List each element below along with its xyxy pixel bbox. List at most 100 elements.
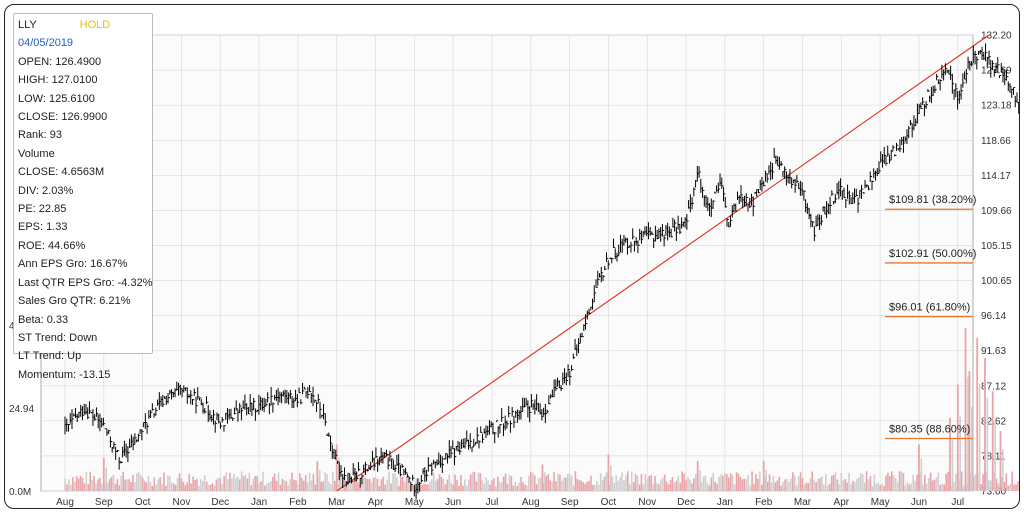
volume-bar (396, 477, 398, 491)
info-stat-line: PE: 22.85 (18, 203, 67, 216)
month-tick-label: Dec (677, 497, 695, 508)
volume-spike-bar (976, 337, 979, 491)
volume-bar (731, 475, 734, 491)
volume-bar (99, 477, 101, 491)
volume-bar (242, 476, 245, 491)
volume-bar (137, 472, 140, 491)
volume-spike-bar (984, 357, 986, 491)
volume-bar (262, 471, 264, 491)
volume-bar (654, 475, 656, 491)
volume-bar (79, 475, 82, 491)
volume-bar (392, 473, 394, 491)
volume-bar (514, 481, 517, 491)
volume-bar (234, 477, 237, 491)
volume-bar (130, 482, 132, 491)
price-tick-label: 118.66 (981, 136, 1011, 147)
volume-bar (751, 471, 753, 491)
volume-bar (656, 482, 658, 491)
volume-bar (114, 483, 117, 491)
fib-level-label: $96.01 (61.80%) (889, 302, 970, 314)
volume-bar (473, 472, 476, 491)
volume-bar (955, 473, 957, 491)
volume-bar (902, 473, 905, 491)
volume-bar (663, 474, 666, 491)
volume-bar (302, 480, 305, 491)
month-tick-label: Apr (834, 497, 850, 508)
volume-bar (702, 476, 705, 491)
trend-line (336, 34, 990, 492)
volume-bar (650, 475, 652, 491)
volume-bar (324, 472, 326, 491)
volume-bar (75, 476, 78, 491)
volume-bar (854, 482, 856, 491)
ticker-symbol: LLY (18, 19, 37, 31)
volume-bar (792, 472, 794, 491)
volume-bar (555, 481, 557, 491)
volume-bar (856, 478, 858, 491)
volume-bar (790, 478, 792, 491)
volume-bar (81, 477, 84, 491)
volume-bar (196, 478, 198, 491)
volume-bar (151, 485, 154, 491)
volume-bar (403, 481, 406, 491)
month-tick-label: May (405, 497, 424, 508)
info-stat-line: ROE: 44.66% (18, 239, 86, 252)
volume-bar (685, 479, 687, 491)
volume-bar (891, 471, 893, 491)
volume-bar (826, 485, 829, 491)
volume-bar (431, 479, 433, 491)
volume-bar (134, 481, 136, 491)
volume-bar (881, 483, 883, 491)
volume-bar (444, 484, 447, 491)
volume-bar (310, 480, 313, 491)
volume-bar (136, 473, 138, 491)
volume-bar (933, 479, 936, 491)
volume-bar (588, 480, 590, 491)
volume-bar (867, 479, 870, 491)
volume-bar (929, 472, 932, 491)
volume-bar (747, 475, 749, 491)
volume-bar (504, 473, 507, 491)
volume-bar (1017, 481, 1019, 491)
volume-bar (464, 479, 466, 491)
volume-bar (77, 478, 80, 491)
volume-bar (745, 478, 748, 491)
volume-bar (718, 476, 720, 491)
volume-bar (995, 478, 998, 491)
volume-bar (889, 476, 891, 491)
volume-bar (264, 485, 266, 491)
volume-bar (405, 477, 408, 491)
volume-bar (143, 481, 146, 491)
volume-bar (388, 471, 390, 491)
volume-bar (879, 484, 881, 491)
volume-bar (830, 475, 833, 491)
volume-spike-bar (968, 371, 971, 491)
volume-bar (508, 474, 511, 491)
volume-bar (694, 474, 697, 491)
volume-bar (440, 476, 443, 491)
volume-bar (811, 471, 814, 491)
info-stat-line: LT Trend: Up (18, 350, 82, 363)
volume-bar (353, 479, 355, 491)
info-stat-line: Rank: 93 (18, 129, 63, 142)
volume-bar (640, 474, 643, 491)
info-stats: OPEN: 126.4900 HIGH: 127.0100 LOW: 125.610… (18, 53, 153, 384)
volume-spike-bar (105, 467, 108, 491)
volume-bar (458, 486, 460, 491)
volume-bar (83, 483, 86, 491)
volume-bar (448, 474, 451, 491)
info-stat-line: Volume (18, 147, 55, 160)
volume-bar (708, 485, 711, 491)
volume-bar (425, 484, 427, 491)
volume-bar (374, 477, 377, 491)
volume-bar (267, 482, 270, 491)
volume-bar (584, 483, 586, 491)
volume-bar (815, 482, 817, 491)
volume-spike-bar (699, 470, 701, 491)
month-tick-label: Nov (638, 497, 656, 508)
volume-bar (939, 484, 942, 491)
volume-bar (628, 484, 631, 491)
volume-bar (768, 474, 771, 491)
volume-bar (687, 477, 689, 491)
volume-bar (539, 477, 542, 491)
